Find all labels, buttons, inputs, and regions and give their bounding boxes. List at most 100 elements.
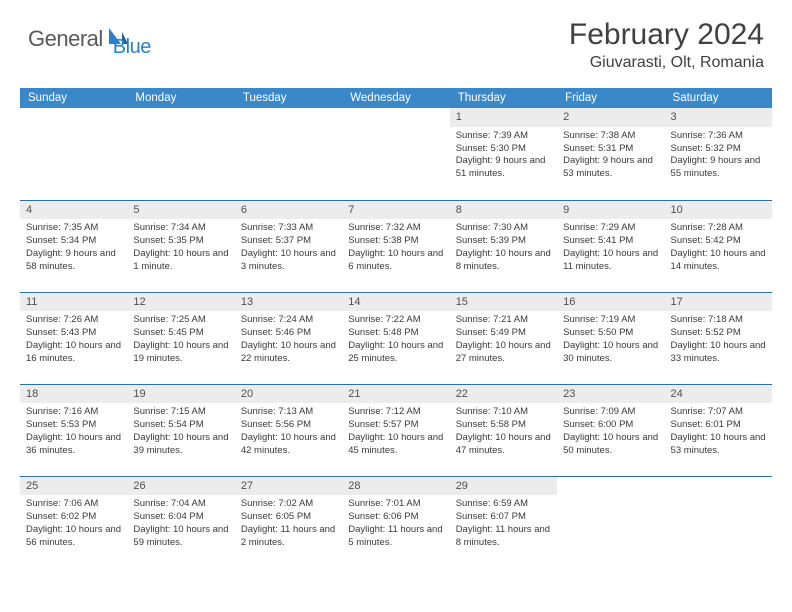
sunrise-text: Sunrise: 7:13 AM xyxy=(241,406,336,419)
calendar-cell: 15 Sunrise: 7:21 AMSunset: 5:49 PMDayligh… xyxy=(450,292,557,384)
logo-text-2: Blue xyxy=(113,36,151,59)
sunset-text: Sunset: 5:53 PM xyxy=(26,419,121,432)
sunset-text: Sunset: 5:35 PM xyxy=(133,235,228,248)
sunrise-text: Sunrise: 7:22 AM xyxy=(348,314,443,327)
daylight-text: Daylight: 11 hours and 5 minutes. xyxy=(348,524,443,550)
sunrise-text: Sunrise: 7:34 AM xyxy=(133,222,228,235)
sunset-text: Sunset: 6:04 PM xyxy=(133,511,228,524)
calendar-cell: 28Sunrise: 7:01 AMSunset: 6:06 PMDayligh… xyxy=(342,476,449,568)
sunrise-text: Sunrise: 7:01 AM xyxy=(348,498,443,511)
calendar-cell: 23Sunrise: 7:09 AMSunset: 6:00 PMDayligh… xyxy=(557,384,664,476)
day-number: 10 xyxy=(665,201,772,220)
calendar-cell-empty xyxy=(20,108,127,200)
sunrise-text: Sunrise: 7:09 AM xyxy=(563,406,658,419)
calendar-cell: 18Sunrise: 7:16 AMSunset: 5:53 PMDayligh… xyxy=(20,384,127,476)
day-number: 19 xyxy=(127,385,234,404)
sunrise-text: Sunrise: 7:04 AM xyxy=(133,498,228,511)
sunset-text: Sunset: 6:00 PM xyxy=(563,419,658,432)
daylight-text: Daylight: 10 hours and 53 minutes. xyxy=(671,432,766,458)
sunset-text: Sunset: 5:54 PM xyxy=(133,419,228,432)
day-number: 3 xyxy=(665,108,772,127)
sunrise-text: Sunrise: 7:06 AM xyxy=(26,498,121,511)
daylight-text: Daylight: 10 hours and 8 minutes. xyxy=(456,248,551,274)
day-number: 9 xyxy=(557,201,664,220)
day-number: 26 xyxy=(127,477,234,496)
daylight-text: Daylight: 11 hours and 8 minutes. xyxy=(456,524,551,550)
calendar-cell: 7Sunrise: 7:32 AMSunset: 5:38 PMDaylight… xyxy=(342,200,449,292)
day-number: 13 xyxy=(235,293,342,312)
logo-text-1: General xyxy=(28,26,103,52)
sunrise-text: Sunrise: 7:18 AM xyxy=(671,314,766,327)
calendar-cell: 3Sunrise: 7:36 AMSunset: 5:32 PMDaylight… xyxy=(665,108,772,200)
day-number: 22 xyxy=(450,385,557,404)
sunset-text: Sunset: 5:45 PM xyxy=(133,327,228,340)
sunset-text: Sunset: 5:48 PM xyxy=(348,327,443,340)
daylight-text: Daylight: 10 hours and 42 minutes. xyxy=(241,432,336,458)
calendar-cell: 27Sunrise: 7:02 AMSunset: 6:05 PMDayligh… xyxy=(235,476,342,568)
sunset-text: Sunset: 5:57 PM xyxy=(348,419,443,432)
calendar-cell: 6Sunrise: 7:33 AMSunset: 5:37 PMDaylight… xyxy=(235,200,342,292)
sunset-text: Sunset: 5:38 PM xyxy=(348,235,443,248)
calendar-row: 25Sunrise: 7:06 AMSunset: 6:02 PMDayligh… xyxy=(20,476,772,568)
daylight-text: Daylight: 9 hours and 55 minutes. xyxy=(671,155,766,181)
title-block: February 2024 Giuvarasti, Olt, Romania xyxy=(569,18,764,72)
calendar-cell: 13Sunrise: 7:24 AMSunset: 5:46 PMDayligh… xyxy=(235,292,342,384)
calendar-body: 1Sunrise: 7:39 AMSunset: 5:30 PMDaylight… xyxy=(20,108,772,568)
sunrise-text: Sunrise: 7:24 AM xyxy=(241,314,336,327)
day-number: 20 xyxy=(235,385,342,404)
day-number: 29 xyxy=(450,477,557,496)
calendar-cell: 4Sunrise: 7:35 AMSunset: 5:34 PMDaylight… xyxy=(20,200,127,292)
daylight-text: Daylight: 10 hours and 25 minutes. xyxy=(348,340,443,366)
sunrise-text: Sunrise: 7:32 AM xyxy=(348,222,443,235)
daylight-text: Daylight: 10 hours and 56 minutes. xyxy=(26,524,121,550)
daylight-text: Daylight: 10 hours and 14 minutes. xyxy=(671,248,766,274)
day-number: 12 xyxy=(127,293,234,312)
calendar-cell: 5Sunrise: 7:34 AMSunset: 5:35 PMDaylight… xyxy=(127,200,234,292)
page-title: February 2024 xyxy=(569,18,764,52)
day-number: 21 xyxy=(342,385,449,404)
calendar-cell-empty xyxy=(665,476,772,568)
day-number: 7 xyxy=(342,201,449,220)
calendar-cell-empty xyxy=(127,108,234,200)
daylight-text: Daylight: 9 hours and 53 minutes. xyxy=(563,155,658,181)
sunset-text: Sunset: 6:06 PM xyxy=(348,511,443,524)
calendar-cell: 17Sunrise: 7:18 AMSunset: 5:52 PMDayligh… xyxy=(665,292,772,384)
day-number: 24 xyxy=(665,385,772,404)
day-number: 8 xyxy=(450,201,557,220)
sunrise-text: Sunrise: 7:25 AM xyxy=(133,314,228,327)
sunset-text: Sunset: 5:43 PM xyxy=(26,327,121,340)
daylight-text: Daylight: 10 hours and 45 minutes. xyxy=(348,432,443,458)
calendar-cell: 14 Sunrise: 7:22 AMSunset: 5:48 PMDayligh… xyxy=(342,292,449,384)
calendar-row: 1Sunrise: 7:39 AMSunset: 5:30 PMDaylight… xyxy=(20,108,772,200)
sunrise-text: Sunrise: 7:07 AM xyxy=(671,406,766,419)
sunrise-text: Sunrise: 7:38 AM xyxy=(563,130,658,143)
daylight-text: Daylight: 11 hours and 2 minutes. xyxy=(241,524,336,550)
day-number: 14 xyxy=(342,293,449,312)
day-number: 15 xyxy=(450,293,557,312)
calendar-cell: 9Sunrise: 7:29 AMSunset: 5:41 PMDaylight… xyxy=(557,200,664,292)
sunset-text: Sunset: 6:02 PM xyxy=(26,511,121,524)
sunrise-text: Sunrise: 7:28 AM xyxy=(671,222,766,235)
calendar-cell: 26Sunrise: 7:04 AMSunset: 6:04 PMDayligh… xyxy=(127,476,234,568)
sunset-text: Sunset: 5:58 PM xyxy=(456,419,551,432)
calendar-cell: 19Sunrise: 7:15 AMSunset: 5:54 PMDayligh… xyxy=(127,384,234,476)
day-number: 5 xyxy=(127,201,234,220)
sunrise-text: Sunrise: 7:21 AM xyxy=(456,314,551,327)
sunset-text: Sunset: 6:05 PM xyxy=(241,511,336,524)
daylight-text: Daylight: 10 hours and 27 minutes. xyxy=(456,340,551,366)
weekday-header: Sunday xyxy=(20,88,127,108)
daylight-text: Daylight: 10 hours and 30 minutes. xyxy=(563,340,658,366)
calendar-table: SundayMondayTuesdayWednesdayThursdayFrid… xyxy=(20,88,772,568)
calendar-cell: 21Sunrise: 7:12 AMSunset: 5:57 PMDayligh… xyxy=(342,384,449,476)
weekday-header: Tuesday xyxy=(235,88,342,108)
daylight-text: Daylight: 10 hours and 3 minutes. xyxy=(241,248,336,274)
calendar-head: SundayMondayTuesdayWednesdayThursdayFrid… xyxy=(20,88,772,108)
sunset-text: Sunset: 5:34 PM xyxy=(26,235,121,248)
sunrise-text: Sunrise: 7:35 AM xyxy=(26,222,121,235)
calendar-cell: 1Sunrise: 7:39 AMSunset: 5:30 PMDaylight… xyxy=(450,108,557,200)
sunset-text: Sunset: 5:49 PM xyxy=(456,327,551,340)
calendar-row: 11Sunrise: 7:26 AMSunset: 5:43 PMDayligh… xyxy=(20,292,772,384)
daylight-text: Daylight: 9 hours and 51 minutes. xyxy=(456,155,551,181)
sunrise-text: Sunrise: 7:16 AM xyxy=(26,406,121,419)
daylight-text: Daylight: 10 hours and 36 minutes. xyxy=(26,432,121,458)
